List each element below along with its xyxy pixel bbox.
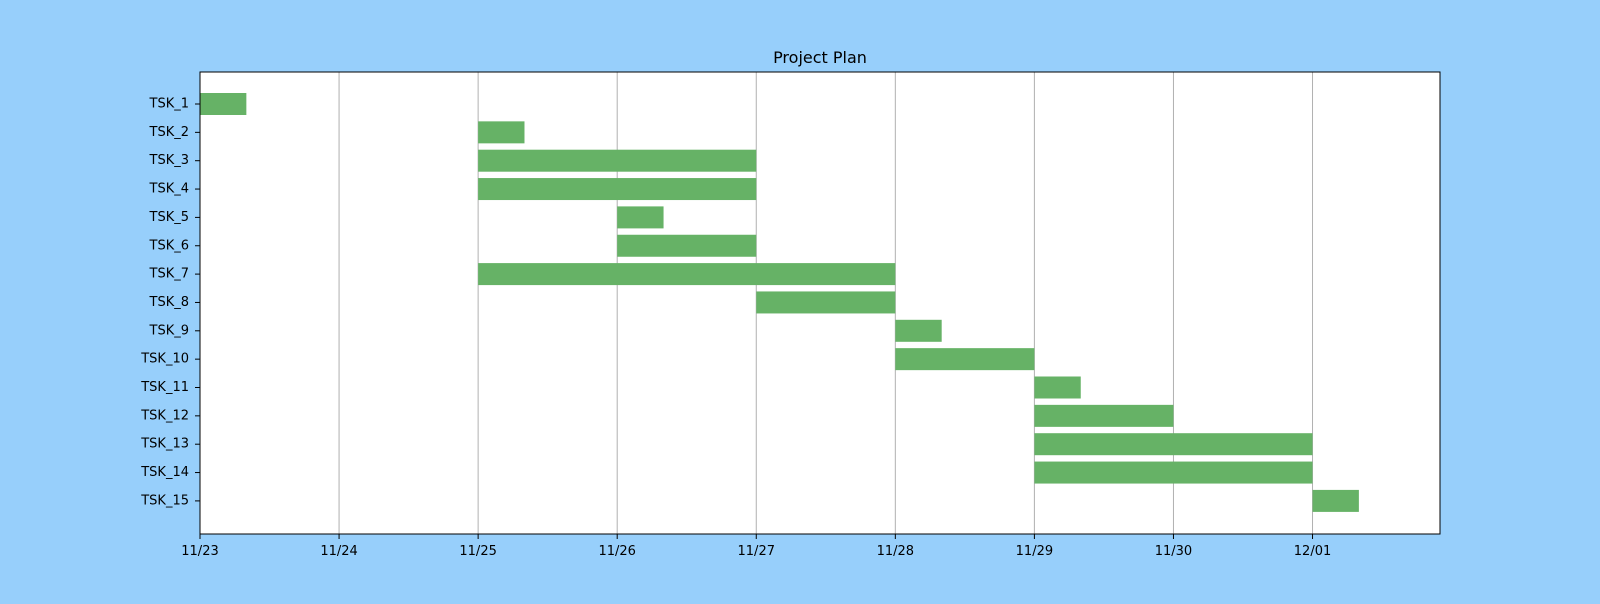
y-tick-label: TSK_11 — [140, 380, 189, 395]
y-tick-label: TSK_7 — [149, 267, 190, 282]
y-tick-label: TSK_6 — [149, 238, 190, 253]
y-axis-ticks: TSK_1 TSK_2 TSK_3 TSK_4 TSK_5 TSK_6 TSK_7 TSK_8… — [140, 97, 200, 508]
y-tick-label: TSK_13 — [140, 437, 189, 452]
task-bars — [200, 93, 1359, 512]
y-tick-label: TSK_15 — [140, 493, 189, 508]
y-tick-label: TSK_8 — [149, 295, 190, 310]
y-tick-label: TSK_12 — [140, 408, 189, 423]
task-bar — [756, 291, 896, 314]
x-tick-label: 11/29 — [1016, 544, 1053, 559]
task-bar — [895, 348, 1035, 371]
x-tick-label: 11/27 — [738, 544, 775, 559]
task-bar — [1312, 489, 1359, 512]
y-tick-label: TSK_14 — [140, 465, 189, 480]
task-bar — [478, 178, 757, 201]
task-bar — [200, 93, 247, 115]
x-tick-label: 12/01 — [1294, 544, 1331, 559]
task-bar — [478, 149, 757, 172]
x-tick-label: 11/24 — [320, 544, 357, 559]
task-bar — [1034, 461, 1313, 484]
task-bar — [617, 206, 664, 229]
y-tick-label: TSK_3 — [149, 153, 190, 168]
x-tick-label: 11/25 — [459, 544, 496, 559]
y-tick-label: TSK_2 — [149, 125, 190, 140]
y-tick-label: TSK_9 — [149, 323, 190, 338]
x-tick-label: 11/30 — [1155, 544, 1192, 559]
y-tick-label: TSK_10 — [140, 352, 189, 367]
task-bar — [617, 234, 757, 257]
task-bar — [1034, 376, 1081, 399]
y-tick-label: TSK_4 — [149, 182, 190, 197]
y-tick-label: TSK_1 — [149, 97, 190, 112]
chart-title: Project Plan — [773, 48, 867, 67]
x-axis-ticks: 11/23 11/24 11/25 11/26 11/27 11/28 11/29 11/30… — [181, 534, 1331, 559]
x-tick-label: 11/26 — [598, 544, 635, 559]
task-bar — [1034, 433, 1313, 456]
task-bar — [1034, 404, 1174, 427]
x-tick-label: 11/23 — [181, 544, 218, 559]
task-bar — [478, 121, 525, 144]
task-bar — [478, 263, 896, 286]
x-tick-label: 11/28 — [877, 544, 914, 559]
task-bar — [895, 319, 942, 342]
plot-frame — [199, 71, 1441, 535]
y-tick-label: TSK_5 — [149, 210, 190, 225]
